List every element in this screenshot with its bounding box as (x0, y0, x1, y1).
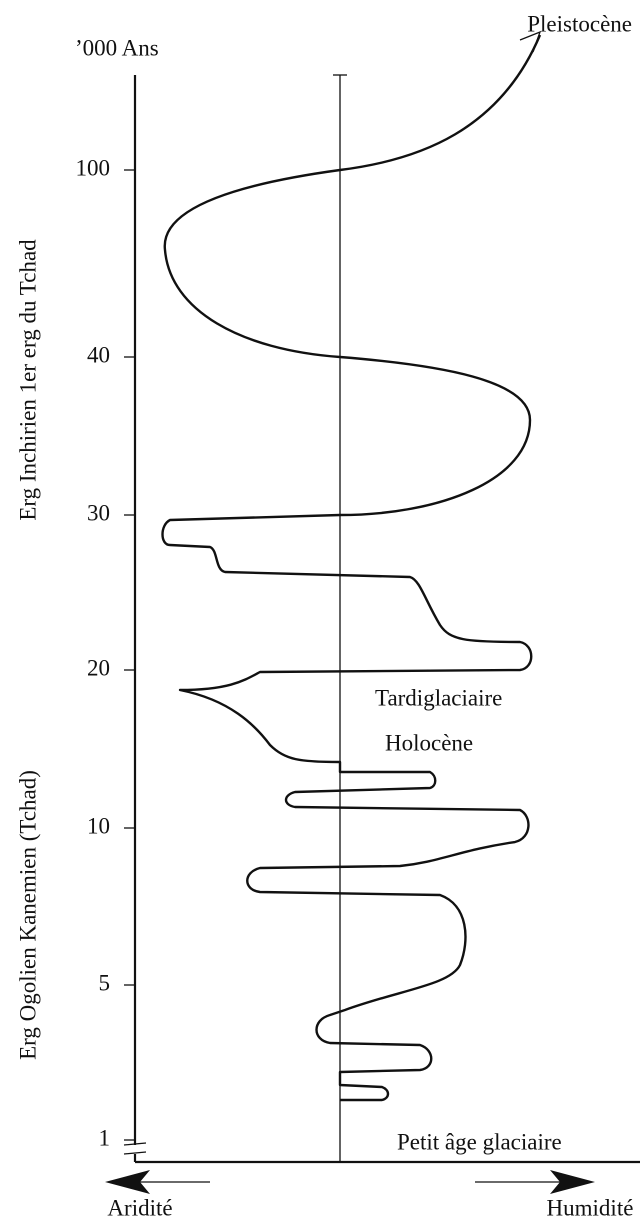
annotation: Holocène (385, 730, 473, 755)
y-tick-label: 20 (87, 655, 110, 680)
y-tick-label: 30 (87, 500, 110, 525)
side-label: Erg Inchirien 1er erg du Tchad (15, 239, 40, 521)
annotation: Petit âge glaciaire (397, 1129, 562, 1154)
y-tick-label: 100 (76, 155, 111, 180)
unit-label: ’000 Ans (75, 35, 159, 60)
pleistocene-label: Pleistocène (527, 11, 632, 36)
arrow-head (105, 1170, 150, 1194)
footer-right: Humidité (547, 1195, 634, 1220)
arrow-head (550, 1170, 595, 1194)
axis-break (123, 1142, 147, 1155)
y-tick-label: 1 (99, 1125, 111, 1150)
climate-curve (161, 34, 542, 1102)
side-label: Erg Ogolien Kanemien (Tchad) (15, 770, 40, 1060)
annotation: Tardiglaciaire (375, 685, 502, 710)
y-tick-label: 10 (87, 813, 110, 838)
footer-left: Aridité (107, 1195, 172, 1220)
y-tick-label: 5 (99, 970, 111, 995)
y-tick-label: 40 (87, 342, 110, 367)
